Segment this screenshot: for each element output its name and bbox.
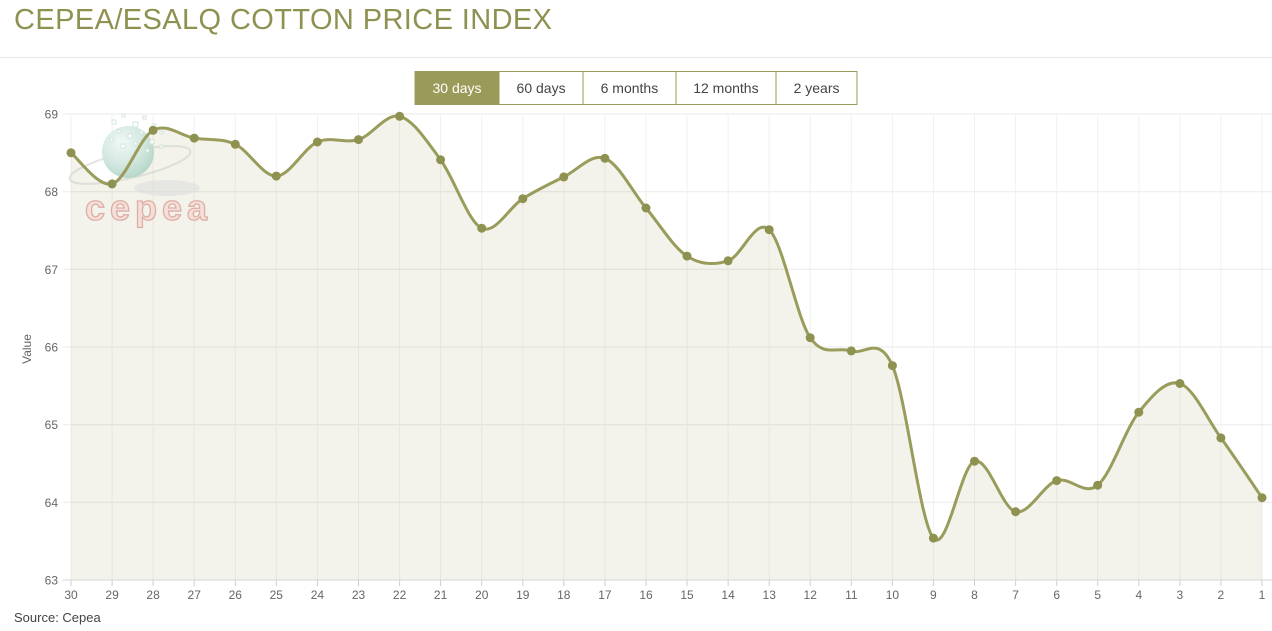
data-point-19[interactable] (518, 194, 528, 204)
y-tick-label: 68 (45, 185, 59, 199)
x-tick-label: 28 (146, 588, 160, 602)
x-tick-label: 20 (475, 588, 489, 602)
globe-shadow (134, 180, 200, 196)
data-point-11[interactable] (846, 346, 856, 356)
sparkle-icon (117, 129, 122, 134)
data-point-30[interactable] (66, 148, 76, 158)
x-tick-label: 30 (64, 588, 78, 602)
y-tick-label: 67 (45, 263, 59, 277)
x-tick-label: 17 (598, 588, 612, 602)
sparkle-icon (109, 137, 114, 142)
data-point-20[interactable] (477, 223, 487, 233)
data-point-29[interactable] (107, 179, 117, 189)
sparkle-icon (145, 148, 150, 153)
sparkle-icon (149, 139, 155, 145)
data-point-16[interactable] (641, 203, 651, 213)
sparkle-icon (159, 130, 164, 135)
sparkle-icon (133, 141, 138, 146)
sparkle-icon (121, 113, 126, 118)
data-point-1[interactable] (1257, 493, 1267, 503)
x-tick-label: 13 (763, 588, 777, 602)
data-point-21[interactable] (436, 155, 446, 165)
x-tick-label: 9 (930, 588, 937, 602)
watermark-text: cepea (85, 187, 212, 228)
source-note: Source: Cepea (14, 610, 101, 625)
data-point-22[interactable] (395, 111, 405, 121)
y-tick-label: 66 (45, 341, 59, 355)
x-tick-label: 6 (1053, 588, 1060, 602)
x-tick-label: 19 (516, 588, 530, 602)
x-tick-label: 15 (680, 588, 694, 602)
x-tick-label: 22 (393, 588, 407, 602)
x-tick-label: 5 (1094, 588, 1101, 602)
tab-30-days[interactable]: 30 days (415, 72, 500, 104)
x-tick-label: 4 (1135, 588, 1142, 602)
x-tick-label: 14 (721, 588, 735, 602)
data-point-5[interactable] (1093, 480, 1103, 490)
sparkle-icon (120, 143, 126, 149)
x-tick-label: 10 (886, 588, 900, 602)
data-point-26[interactable] (230, 139, 240, 149)
data-point-17[interactable] (600, 153, 610, 163)
period-tab-bar: 30 days 60 days 6 months 12 months 2 years (414, 71, 858, 105)
tab-6-months[interactable]: 6 months (583, 72, 677, 104)
chart-area (71, 115, 1262, 581)
y-tick-label: 65 (45, 418, 59, 432)
data-point-28[interactable] (148, 125, 158, 135)
data-point-15[interactable] (682, 251, 692, 261)
data-point-2[interactable] (1216, 433, 1226, 443)
data-point-3[interactable] (1175, 379, 1185, 388)
data-point-27[interactable] (189, 133, 199, 143)
tab-60-days[interactable]: 60 days (499, 72, 584, 104)
data-point-7[interactable] (1011, 507, 1021, 517)
x-tick-label: 29 (105, 588, 119, 602)
sparkle-icon (132, 121, 139, 128)
y-tick-label: 63 (45, 574, 59, 588)
data-point-25[interactable] (271, 171, 281, 181)
page-title: CEPEA/ESALQ COTTON PRICE INDEX (14, 4, 553, 36)
x-tick-label: 3 (1177, 588, 1184, 602)
data-point-18[interactable] (559, 172, 569, 182)
data-point-8[interactable] (970, 456, 979, 466)
data-point-9[interactable] (928, 533, 938, 543)
y-tick-label: 69 (45, 108, 59, 122)
x-tick-label: 27 (188, 588, 202, 602)
sparkle-icon (142, 115, 147, 120)
x-tick-label: 2 (1218, 588, 1225, 602)
x-tick-label: 23 (352, 588, 366, 602)
data-point-23[interactable] (354, 135, 363, 145)
sparkle-icon (139, 130, 144, 135)
x-tick-label: 25 (270, 588, 284, 602)
x-tick-label: 11 (845, 588, 858, 602)
data-point-12[interactable] (805, 333, 815, 343)
data-point-14[interactable] (723, 256, 733, 266)
data-point-24[interactable] (312, 137, 322, 147)
price-index-chart: 63 64 65 66 67 68 69 30 29 28 27 26 25 24 23 22 21 20 19 18… (0, 100, 1272, 605)
x-tick-label: 21 (434, 588, 448, 602)
x-tick-label: 24 (311, 588, 325, 602)
sparkle-icon (127, 133, 133, 139)
tab-12-months[interactable]: 12 months (676, 72, 777, 104)
x-tick-label: 26 (229, 588, 243, 602)
x-tick-label: 8 (971, 588, 978, 602)
x-tick-label: 16 (639, 588, 653, 602)
data-point-10[interactable] (887, 361, 897, 371)
data-point-6[interactable] (1052, 476, 1062, 486)
data-point-4[interactable] (1134, 407, 1144, 417)
y-tick-label: 64 (45, 496, 59, 510)
tab-2-years[interactable]: 2 years (776, 72, 857, 104)
x-tick-label: 12 (804, 588, 818, 602)
x-tick-label: 1 (1259, 588, 1266, 602)
y-axis-title: Value (20, 334, 34, 364)
header-divider (0, 57, 1272, 58)
x-tick-label: 7 (1012, 588, 1019, 602)
x-tick-label: 18 (557, 588, 571, 602)
cepea-watermark-logo: cepea (68, 113, 212, 229)
sparkle-icon (159, 144, 164, 149)
sparkle-icon (111, 119, 117, 125)
globe-icon (102, 126, 154, 178)
data-point-13[interactable] (764, 225, 774, 235)
